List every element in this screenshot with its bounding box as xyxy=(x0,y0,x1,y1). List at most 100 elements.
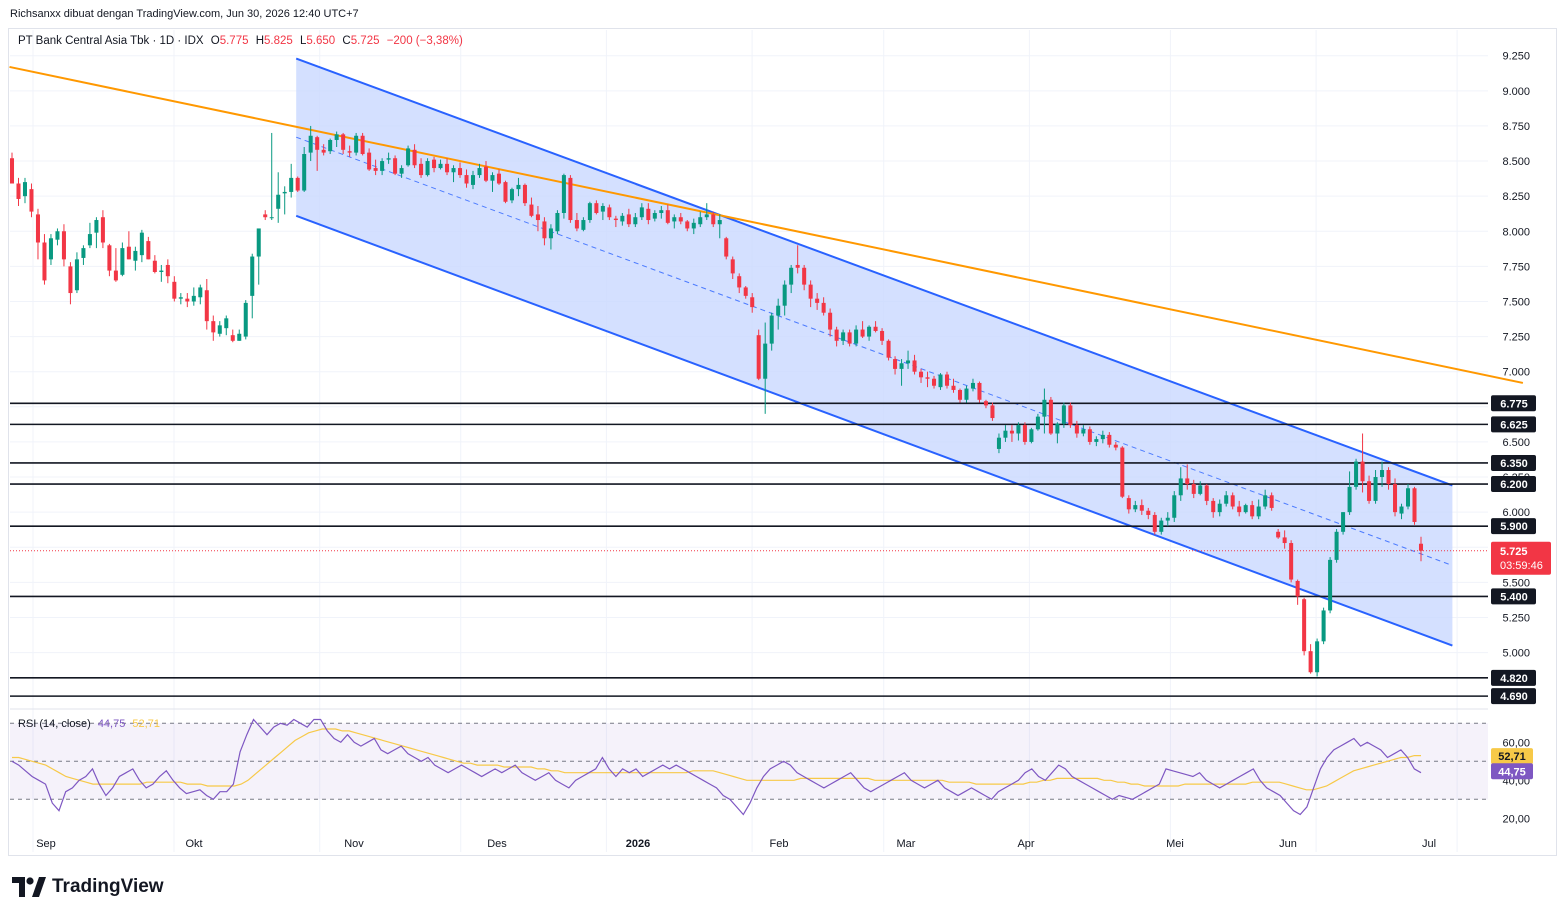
level-tag-bg xyxy=(1491,416,1536,433)
level-tag-label: 4.690 xyxy=(1500,691,1528,703)
candle-body xyxy=(1380,470,1385,478)
time-tick-label: Okt xyxy=(185,838,202,850)
rsi-tag-value: 44,75 xyxy=(1498,766,1526,778)
candle-body xyxy=(1081,429,1086,434)
price-tick-label: 8.750 xyxy=(1502,121,1530,133)
candle-body xyxy=(821,302,826,313)
candle-body xyxy=(964,388,969,400)
rsi-label: RSI (14, close) xyxy=(18,718,91,730)
time-tick-label: Nov xyxy=(344,838,364,850)
change-value: −200 (−3,38%) xyxy=(386,35,463,47)
candle-body xyxy=(341,134,346,150)
rsi-tag-bg xyxy=(1491,763,1533,780)
candle-body xyxy=(522,184,527,204)
candle-body xyxy=(380,161,385,171)
candle-body xyxy=(204,290,209,322)
candle-body xyxy=(1321,610,1326,642)
candle-body xyxy=(1198,485,1203,494)
price-tick-label: 8.500 xyxy=(1502,156,1530,168)
candle-body xyxy=(1094,439,1099,442)
rsi-legend-value: 44,75 xyxy=(97,718,126,730)
candle-body xyxy=(22,182,27,197)
candle-body xyxy=(581,220,586,230)
candle-body xyxy=(834,329,839,341)
level-tag-label: 6.350 xyxy=(1500,458,1528,470)
rsi-legend[interactable]: RSI (14, close) 44,75 52,71 xyxy=(18,718,160,730)
symbol-name: PT Bank Central Asia Tbk · 1D · IDX xyxy=(18,35,204,47)
candle-body xyxy=(912,360,917,372)
candle-body xyxy=(1022,425,1027,442)
level-tag-label: 6.625 xyxy=(1500,419,1528,431)
chart-caption: Richsanxx dibuat dengan TradingView.com,… xyxy=(10,8,359,20)
candle-body xyxy=(1042,399,1047,417)
candle-body xyxy=(983,401,988,406)
candle-body xyxy=(1126,498,1131,510)
candle-body xyxy=(1237,506,1242,513)
candle-body xyxy=(1068,405,1073,426)
candle-body xyxy=(406,148,411,166)
candle-body xyxy=(185,298,190,302)
candle-body xyxy=(399,168,404,174)
candle-body xyxy=(555,213,560,232)
candle-body xyxy=(470,175,476,185)
candle-body xyxy=(1133,505,1138,510)
candle-body xyxy=(445,163,450,173)
candle-body xyxy=(665,210,670,223)
candle-body xyxy=(600,205,605,212)
candle-body xyxy=(81,248,86,258)
candle-body xyxy=(276,194,281,209)
candle-body xyxy=(1003,430,1008,438)
symbol-legend[interactable]: PT Bank Central Asia Tbk · 1D · IDX O5.7… xyxy=(18,35,463,47)
candle-body xyxy=(1172,495,1177,518)
candle-body xyxy=(925,377,930,379)
price-tick-label: 8.000 xyxy=(1502,226,1530,238)
candle-body xyxy=(503,182,508,202)
candle-body xyxy=(1354,461,1359,487)
last-price-countdown: 03:59:46 xyxy=(1500,560,1543,572)
candle-body xyxy=(237,333,242,341)
level-tag-bg xyxy=(1491,688,1536,705)
candle-body xyxy=(243,302,248,337)
candle-body xyxy=(321,149,326,153)
time-tick-label: Des xyxy=(487,838,507,850)
time-tick-label: Jun xyxy=(1279,838,1297,850)
candle-body xyxy=(548,228,553,239)
price-tick-label: 6.500 xyxy=(1502,437,1530,449)
candle-body xyxy=(737,276,742,288)
candle-body xyxy=(61,231,66,260)
candle-body xyxy=(42,242,47,281)
tradingview-logo[interactable]: TradingView xyxy=(12,876,164,898)
close-value: 5.725 xyxy=(350,35,380,47)
candle-body xyxy=(1406,488,1411,507)
candle-body xyxy=(633,217,638,225)
candle-body xyxy=(1263,495,1268,507)
candle-body xyxy=(587,203,592,221)
candle-body xyxy=(1016,425,1021,434)
candle-body xyxy=(1386,470,1391,485)
candle-body xyxy=(1282,537,1287,544)
open-value: 5.775 xyxy=(219,35,249,47)
candle-body xyxy=(613,218,618,221)
level-tag-label: 5.400 xyxy=(1500,591,1528,603)
candle-body xyxy=(860,329,865,337)
rsi-line xyxy=(11,718,1422,816)
candle-body xyxy=(282,191,287,194)
close-label: C xyxy=(342,35,351,47)
candle-body xyxy=(542,221,547,239)
candle-body xyxy=(1035,416,1040,430)
candle-body xyxy=(880,330,885,341)
candle-body xyxy=(1165,517,1170,521)
axis-price-labels: 6.775 6.625 6.350 6.200 5.900 5.400 4.820 4.690… xyxy=(1491,395,1551,780)
candle-body xyxy=(1418,543,1424,551)
candle-body xyxy=(412,149,417,166)
candle-body xyxy=(458,168,463,176)
chart-frame xyxy=(8,28,1557,856)
candle-body xyxy=(509,189,514,201)
candle-body xyxy=(1061,405,1066,424)
candle-body xyxy=(808,284,813,299)
candle-body xyxy=(685,221,690,229)
time-tick-label: Mar xyxy=(897,838,916,850)
open-label: O xyxy=(210,35,220,47)
candle-body xyxy=(68,266,73,294)
